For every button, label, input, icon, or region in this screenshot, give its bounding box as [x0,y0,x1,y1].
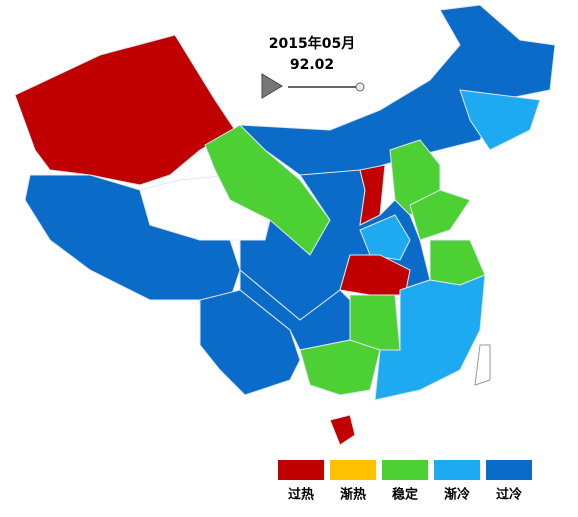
province[interactable] [299,339,381,396]
province[interactable] [359,164,386,226]
province[interactable] [374,274,486,401]
legend: 过热 渐热 稳定 渐冷 过冷 [278,460,532,503]
province[interactable] [359,214,411,261]
legend-label: 渐热 [340,487,366,503]
legend-swatch [486,460,532,480]
legend-label: 过冷 [496,487,522,503]
legend-swatch [278,460,324,480]
period-label: 2015年05月 [269,35,355,52]
province[interactable] [349,294,401,351]
province[interactable] [329,414,356,446]
province[interactable] [459,89,541,151]
taiwan [474,344,491,386]
province[interactable] [14,34,236,186]
legend-swatch [434,460,480,480]
province[interactable] [199,289,301,396]
index-value: 92.02 [290,57,334,73]
legend-label: 过热 [288,487,314,503]
slider-knob[interactable] [355,82,365,92]
china-map [14,4,556,446]
legend-swatch [382,460,428,480]
legend-label: 稳定 [392,487,418,503]
province[interactable] [409,189,471,241]
legend-swatch [330,460,376,480]
play-button[interactable] [261,73,283,99]
legend-label: 渐冷 [444,487,470,503]
